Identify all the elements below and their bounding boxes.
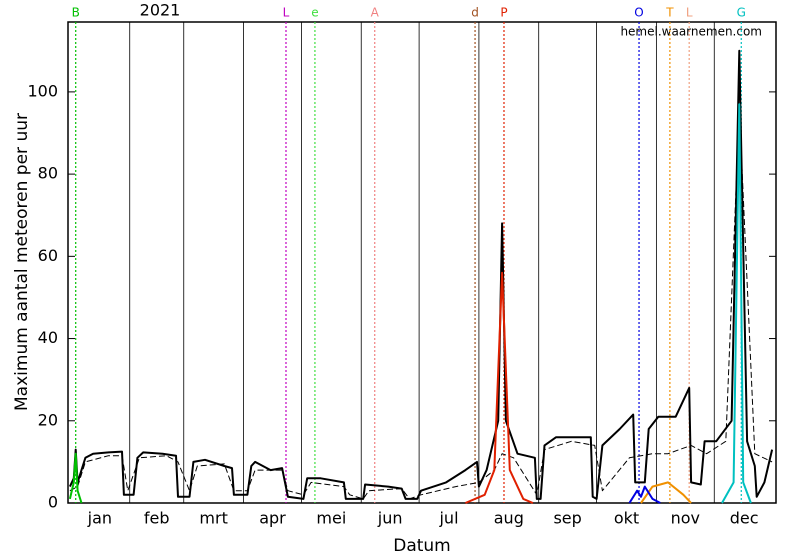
x-tick-label: dec [730, 509, 759, 528]
y-tick-label: 0 [48, 493, 58, 512]
y-axis-label: Maximum aantal meteoren per uur [12, 113, 32, 411]
shower-label: G [737, 6, 746, 20]
shower-label: d [471, 6, 479, 20]
x-tick-label: aug [494, 509, 524, 528]
shower-label: O [634, 6, 643, 20]
y-tick-label: 100 [27, 81, 58, 100]
series-line [721, 103, 752, 504]
chart-title: 2021 [140, 1, 181, 20]
x-tick-label: okt [614, 509, 639, 528]
shower-label: L [686, 6, 693, 20]
x-tick-label: feb [144, 509, 170, 528]
x-tick-label: jan [87, 509, 112, 528]
shower-label: A [371, 6, 380, 20]
x-axis-label: Datum [393, 536, 451, 556]
y-tick-label: 80 [38, 164, 58, 183]
annotation: hemel.waarnemen.com [620, 25, 762, 39]
series-line [68, 49, 774, 500]
x-tick-label: sep [553, 509, 581, 528]
plot-frame [67, 21, 777, 504]
x-tick-label: mrt [199, 509, 227, 528]
series-line [69, 107, 773, 500]
x-tick-label: mei [316, 509, 346, 528]
shower-label: L [283, 6, 290, 20]
shower-label: B [72, 6, 80, 20]
y-tick-label: 60 [38, 246, 58, 265]
series-line [68, 452, 83, 504]
x-tick-label: jul [438, 509, 458, 528]
x-tick-label: nov [671, 509, 700, 528]
shower-label: T [665, 6, 674, 20]
x-tick-label: apr [259, 509, 286, 528]
series-line [628, 485, 661, 504]
series-line [465, 271, 534, 504]
shower-label: e [311, 6, 318, 20]
y-tick-label: 40 [38, 328, 58, 347]
shower-label: P [500, 6, 507, 20]
y-tick-label: 20 [38, 410, 58, 429]
x-tick-label: jun [377, 509, 403, 528]
